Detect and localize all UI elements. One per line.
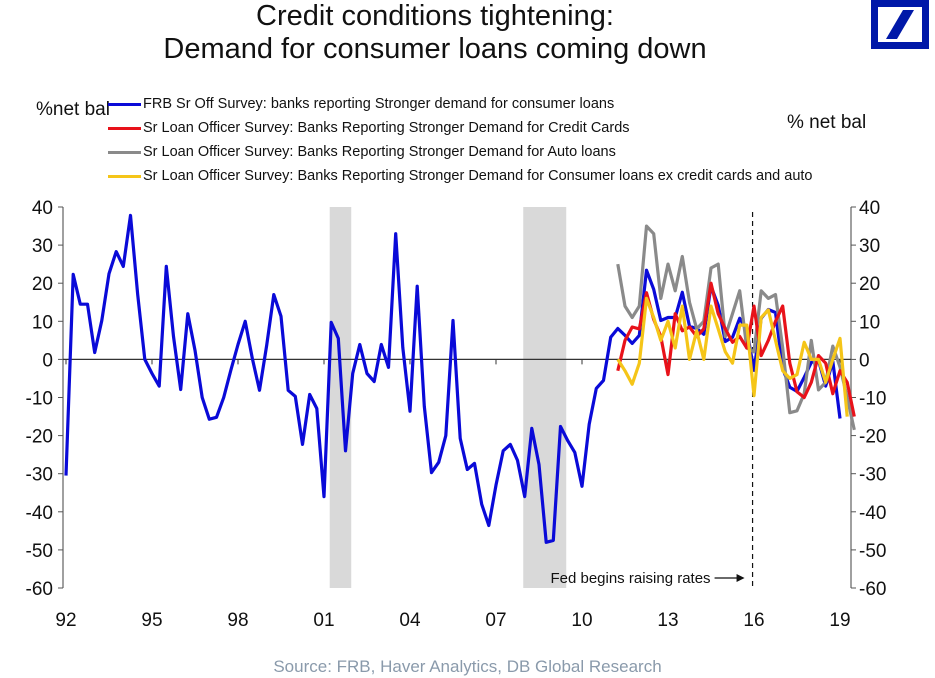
x-tick-label: 07 [485,610,506,631]
legend-swatch-red [108,126,141,130]
annotation-arrow-head [736,574,745,582]
y-tick-label-right: -30 [859,465,886,486]
y-tick-label-right: 10 [859,312,880,333]
x-tick-label: 10 [571,610,592,631]
x-tick-label: 04 [399,610,421,631]
chart-title-line-2: Demand for consumer loans coming down [163,33,707,65]
legend-label: Sr Loan Officer Survey: Banks Reporting … [143,144,616,160]
y-tick-label-left: -40 [26,503,53,524]
y-tick-label-right: -40 [859,503,886,524]
y-tick-label-left: 30 [32,236,53,257]
y-tick-label-right: 0 [859,350,870,371]
legend-label: FRB Sr Off Survey: banks reporting Stron… [143,96,615,112]
y-tick-label-right: 40 [859,198,880,219]
y-tick-label-left: -50 [26,541,53,562]
legend-swatch-gray [108,150,141,154]
series-line-3 [616,296,849,417]
legend-label: Sr Loan Officer Survey: Banks Reporting … [143,168,813,184]
x-tick-label: 13 [657,610,678,631]
y-tick-label-right: 30 [859,236,880,257]
annotation-text: Fed begins raising rates [550,570,710,587]
y-tick-label-left: -20 [26,427,53,448]
y-tick-label-right: -60 [859,579,886,600]
y-tick-label-left: -60 [26,579,53,600]
chart-title-line-1: Credit conditions tightening: [256,0,614,32]
legend-item-consumer-loans: FRB Sr Off Survey: banks reporting Stron… [108,92,813,116]
legend-swatch-blue [108,102,141,106]
y-tick-label-left: 40 [32,198,53,219]
x-tick-label: 19 [829,610,850,631]
deutsche-bank-logo-icon [871,0,929,49]
y-tick-label-right: -10 [859,389,886,410]
y-tick-label-left: 0 [42,350,53,371]
source-note: Source: FRB, Haver Analytics, DB Global … [273,657,662,676]
y-tick-label-left: 20 [32,274,53,295]
x-tick-label: 98 [227,610,248,631]
legend-item-consumer-ex-cards-auto: Sr Loan Officer Survey: Banks Reporting … [108,164,813,188]
y-tick-label-left: -30 [26,465,53,486]
y-tick-label-left: 10 [32,312,53,333]
y-tick-label-right: -20 [859,427,886,448]
y-tick-label-right: 20 [859,274,880,295]
y-tick-label-right: -50 [859,541,886,562]
y-tick-label-left: -10 [26,389,53,410]
y-axis-label-left: %net bal [36,99,110,120]
series-line-0 [64,213,842,544]
legend-label: Sr Loan Officer Survey: Banks Reporting … [143,120,630,136]
x-tick-label: 01 [313,610,334,631]
legend-item-auto-loans: Sr Loan Officer Survey: Banks Reporting … [108,140,813,164]
x-tick-label: 16 [743,610,764,631]
x-tick-label: 95 [141,610,162,631]
x-tick-label: 92 [55,610,76,631]
y-axis-label-right: % net bal [787,112,867,133]
chart-legend: FRB Sr Off Survey: banks reporting Stron… [108,92,813,188]
legend-item-credit-cards: Sr Loan Officer Survey: Banks Reporting … [108,116,813,140]
legend-swatch-yellow [108,174,141,178]
